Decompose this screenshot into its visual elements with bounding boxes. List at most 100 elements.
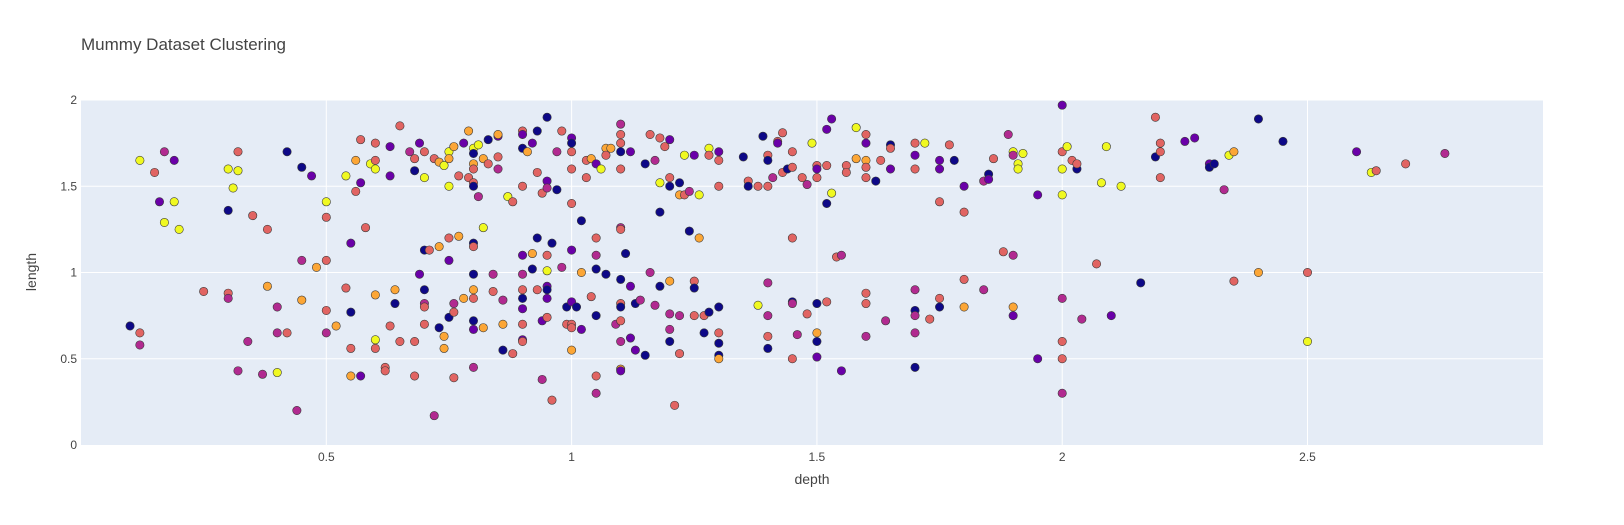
data-point[interactable] [449,299,459,309]
data-point[interactable] [1092,259,1102,269]
data-point[interactable] [567,164,577,174]
data-point[interactable] [787,354,797,364]
data-point[interactable] [591,233,601,243]
data-point[interactable] [684,226,694,236]
data-point[interactable] [871,176,881,186]
data-point[interactable] [910,311,920,321]
data-point[interactable] [223,293,233,303]
data-point[interactable] [1057,190,1067,200]
data-point[interactable] [135,155,145,165]
data-point[interactable] [576,324,586,334]
data-point[interactable] [444,181,454,191]
data-point[interactable] [542,266,552,276]
data-point[interactable] [478,323,488,333]
data-point[interactable] [1253,114,1263,124]
data-point[interactable] [297,295,307,305]
data-point[interactable] [1033,354,1043,364]
data-point[interactable] [547,238,557,248]
data-point[interactable] [822,297,832,307]
data-point[interactable] [522,147,532,157]
data-point[interactable] [822,199,832,209]
data-point[interactable] [910,164,920,174]
data-point[interactable] [1077,314,1087,324]
data-point[interactable] [390,299,400,309]
data-point[interactable] [787,299,797,309]
data-point[interactable] [468,362,478,372]
data-point[interactable] [150,167,160,177]
data-point[interactable] [542,285,552,295]
data-point[interactable] [473,192,483,202]
data-point[interactable] [694,190,704,200]
data-point[interactable] [262,281,272,291]
data-point[interactable] [1155,173,1165,183]
data-point[interactable] [1219,185,1229,195]
data-point[interactable] [675,311,685,321]
data-point[interactable] [135,340,145,350]
data-point[interactable] [1008,150,1018,160]
data-point[interactable] [439,161,449,171]
data-point[interactable] [616,119,626,129]
data-point[interactable] [444,233,454,243]
data-point[interactable] [802,180,812,190]
data-point[interactable] [473,140,483,150]
data-point[interactable] [542,183,552,193]
data-point[interactable] [689,311,699,321]
data-point[interactable] [434,323,444,333]
data-point[interactable] [812,328,822,338]
data-point[interactable] [861,331,871,341]
data-point[interactable] [861,138,871,148]
data-point[interactable] [616,316,626,326]
data-point[interactable] [787,147,797,157]
data-point[interactable] [635,295,645,305]
data-point[interactable] [763,155,773,165]
data-point[interactable] [576,216,586,226]
data-point[interactable] [616,138,626,148]
data-point[interactable] [527,249,537,259]
data-point[interactable] [650,155,660,165]
data-point[interactable] [881,316,891,326]
data-point[interactable] [1440,148,1450,158]
data-point[interactable] [468,269,478,279]
data-point[interactable] [679,150,689,160]
data-point[interactable] [459,138,469,148]
data-point[interactable] [419,147,429,157]
data-point[interactable] [861,299,871,309]
data-point[interactable] [812,299,822,309]
data-point[interactable] [297,162,307,172]
data-point[interactable] [557,262,567,272]
data-point[interactable] [694,233,704,243]
data-point[interactable] [984,174,994,184]
data-point[interactable] [1106,311,1116,321]
data-point[interactable] [625,147,635,157]
data-point[interactable] [542,312,552,322]
data-point[interactable] [812,173,822,183]
data-point[interactable] [321,305,331,315]
data-point[interactable] [601,269,611,279]
data-point[interactable] [959,207,969,217]
data-point[interactable] [640,159,650,169]
data-point[interactable] [478,223,488,233]
data-point[interactable] [395,336,405,346]
data-point[interactable] [1096,178,1106,188]
data-point[interactable] [714,155,724,165]
data-point[interactable] [223,164,233,174]
data-point[interactable] [434,242,444,252]
data-point[interactable] [836,250,846,260]
data-point[interactable] [841,167,851,177]
data-point[interactable] [567,345,577,355]
data-point[interactable] [665,324,675,334]
data-point[interactable] [591,371,601,381]
data-point[interactable] [542,250,552,260]
data-point[interactable] [508,197,518,207]
data-point[interactable] [1072,159,1082,169]
data-point[interactable] [508,349,518,359]
data-point[interactable] [827,114,837,124]
data-point[interactable] [154,197,164,207]
data-point[interactable] [243,336,253,346]
data-point[interactable] [483,159,493,169]
data-point[interactable] [1155,147,1165,157]
data-point[interactable] [616,130,626,140]
data-point[interactable] [714,354,724,364]
data-point[interactable] [1116,181,1126,191]
data-point[interactable] [380,366,390,376]
